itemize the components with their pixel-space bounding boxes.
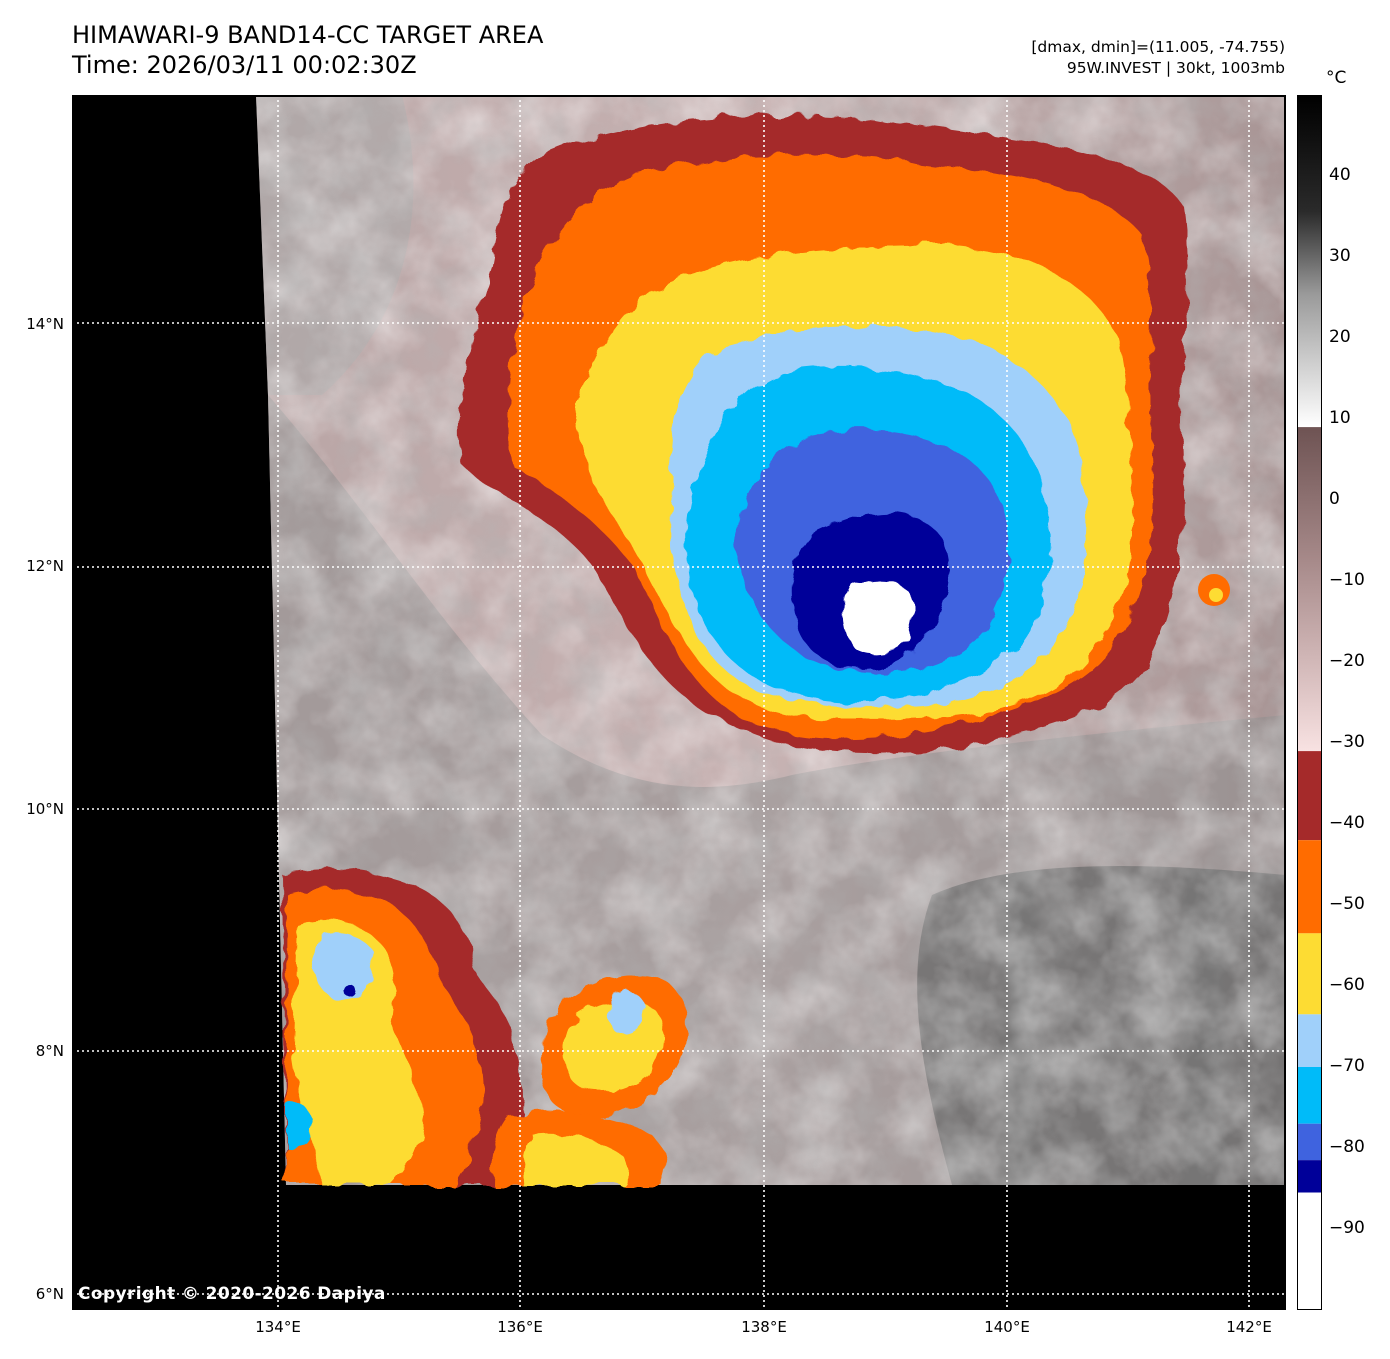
lon-label-138e: 138°E bbox=[741, 1318, 787, 1336]
colorbar-band bbox=[1297, 427, 1322, 752]
colorbar-tick-label: 40 bbox=[1329, 165, 1351, 185]
map-title: HIMAWARI-9 BAND14-CC TARGET AREA bbox=[72, 21, 544, 49]
colorbar-band bbox=[1297, 1014, 1322, 1067]
lat-label-12n: 12°N bbox=[26, 557, 64, 575]
colorbar-band bbox=[1297, 840, 1322, 934]
colorbar-tick-label: −70 bbox=[1329, 1056, 1365, 1076]
colorbar bbox=[1297, 95, 1322, 1310]
lat-lon-grid bbox=[72, 95, 1286, 1310]
lon-label-140e: 140°E bbox=[984, 1318, 1030, 1336]
colorbar-tick-label: −30 bbox=[1329, 732, 1365, 752]
colorbar-tick-label: −90 bbox=[1329, 1218, 1365, 1238]
main-convective-cloud bbox=[459, 115, 1187, 754]
colorbar-tick-label: −50 bbox=[1329, 894, 1365, 914]
lat-label-8n: 8°N bbox=[35, 1042, 64, 1060]
lat-label-6n: 6°N bbox=[35, 1285, 64, 1303]
lon-label-134e: 134°E bbox=[255, 1318, 301, 1336]
map-frame bbox=[72, 95, 1286, 1310]
lon-label-142e: 142°E bbox=[1226, 1318, 1272, 1336]
dmax-dmin-readout: [dmax, dmin]=(11.005, -74.755) bbox=[1031, 38, 1285, 56]
map-time: Time: 2026/03/11 00:02:30Z bbox=[72, 51, 417, 79]
colorbar-band bbox=[1297, 1067, 1322, 1124]
lat-label-10n: 10°N bbox=[26, 800, 64, 818]
colorbar-band bbox=[1297, 1123, 1322, 1161]
storm-info: 95W.INVEST | 30kt, 1003mb bbox=[1066, 59, 1285, 77]
central-south-convection bbox=[492, 976, 687, 1185]
colorbar-band bbox=[1297, 751, 1322, 841]
colorbar-tick-label: −10 bbox=[1329, 570, 1365, 590]
colorbar-tick-label: 10 bbox=[1329, 408, 1351, 428]
colorbar-tick-label: 0 bbox=[1329, 489, 1340, 509]
colorbar-tick-label: 30 bbox=[1329, 246, 1351, 266]
band-minus-90 bbox=[844, 578, 914, 655]
colorbar-tick-label: −20 bbox=[1329, 651, 1365, 671]
colorbar-band bbox=[1297, 1160, 1322, 1193]
colorbar-band bbox=[1297, 933, 1322, 1015]
lat-label-14n: 14°N bbox=[26, 315, 64, 333]
satellite-map bbox=[72, 95, 1286, 1310]
colorbar-tick-label: 20 bbox=[1329, 327, 1351, 347]
east-small-cell bbox=[1198, 574, 1230, 606]
colorbar-band bbox=[1297, 95, 1322, 428]
southwest-convection bbox=[282, 869, 522, 1185]
colorbar-tick-label: −60 bbox=[1329, 975, 1365, 995]
colorbar-tick-label: −40 bbox=[1329, 813, 1365, 833]
colorbar-unit: °C bbox=[1326, 68, 1347, 88]
lon-label-136e: 136°E bbox=[497, 1318, 543, 1336]
colorbar-tick-label: −80 bbox=[1329, 1137, 1365, 1157]
satellite-imagery bbox=[72, 95, 1286, 1310]
copyright-notice: Copyright © 2020-2026 Dapiya bbox=[78, 1284, 386, 1304]
colorbar-band bbox=[1297, 1192, 1322, 1310]
